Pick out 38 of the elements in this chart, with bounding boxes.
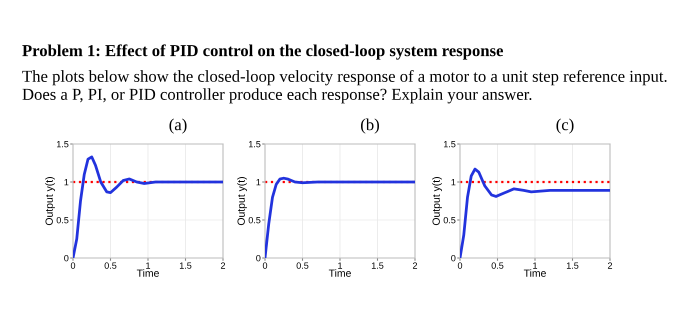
x-tick-label: 0: [70, 262, 76, 269]
x-tick-label: 0.5: [104, 262, 116, 269]
y-axis-title: Output y(t): [237, 177, 247, 226]
y-tick-label: 1.5: [56, 141, 68, 148]
chart-title: (b): [361, 118, 379, 134]
y-tick-label: 0: [451, 254, 456, 262]
x-axis-title: Time: [136, 269, 159, 277]
y-tick-label: 1: [256, 179, 260, 186]
x-tick-label: 1: [338, 262, 342, 269]
x-tick-label: 1.5: [566, 262, 578, 269]
chart-title: (a): [169, 118, 187, 134]
chart-title: (c): [556, 118, 574, 134]
x-tick-label: 0.5: [492, 262, 504, 269]
x-tick-label: 1: [146, 262, 150, 269]
y-tick-label: 1.5: [444, 141, 456, 148]
x-tick-label: 2: [608, 262, 612, 269]
x-axis-title: Time: [328, 269, 351, 277]
y-tick-label: 0.5: [56, 216, 68, 224]
y-axis-title: Output y(t): [432, 177, 442, 226]
y-tick-label: 0: [256, 254, 260, 262]
x-tick-label: 1.5: [372, 262, 384, 269]
text: Problem 1: Effect of PID control on the closed-loop system response: [22, 44, 504, 60]
x-tick-label: 0: [262, 262, 268, 269]
y-tick-label: 1: [452, 179, 456, 186]
x-tick-label: 1.5: [180, 262, 192, 269]
y-tick-label: 0.5: [444, 216, 456, 224]
x-tick-label: 2: [412, 262, 418, 269]
x-tick-label: 0: [458, 262, 462, 269]
y-tick-label: 0.5: [248, 216, 260, 224]
x-axis-title: Time: [524, 269, 546, 277]
y-tick-label: 1: [64, 179, 68, 186]
x-tick-label: 2: [220, 262, 226, 269]
y-axis-title: Output y(t): [45, 177, 55, 226]
text: The plots below show the closed-loop velocity response of a motor to a unit step reference input. Does a P, PI, or PID controller produce each response? Explain your answer.: [22, 70, 667, 104]
x-tick-label: 0.5: [296, 262, 308, 269]
x-tick-label: 1: [533, 262, 538, 269]
y-tick-label: 0: [64, 254, 68, 262]
y-tick-label: 1.5: [248, 141, 260, 148]
